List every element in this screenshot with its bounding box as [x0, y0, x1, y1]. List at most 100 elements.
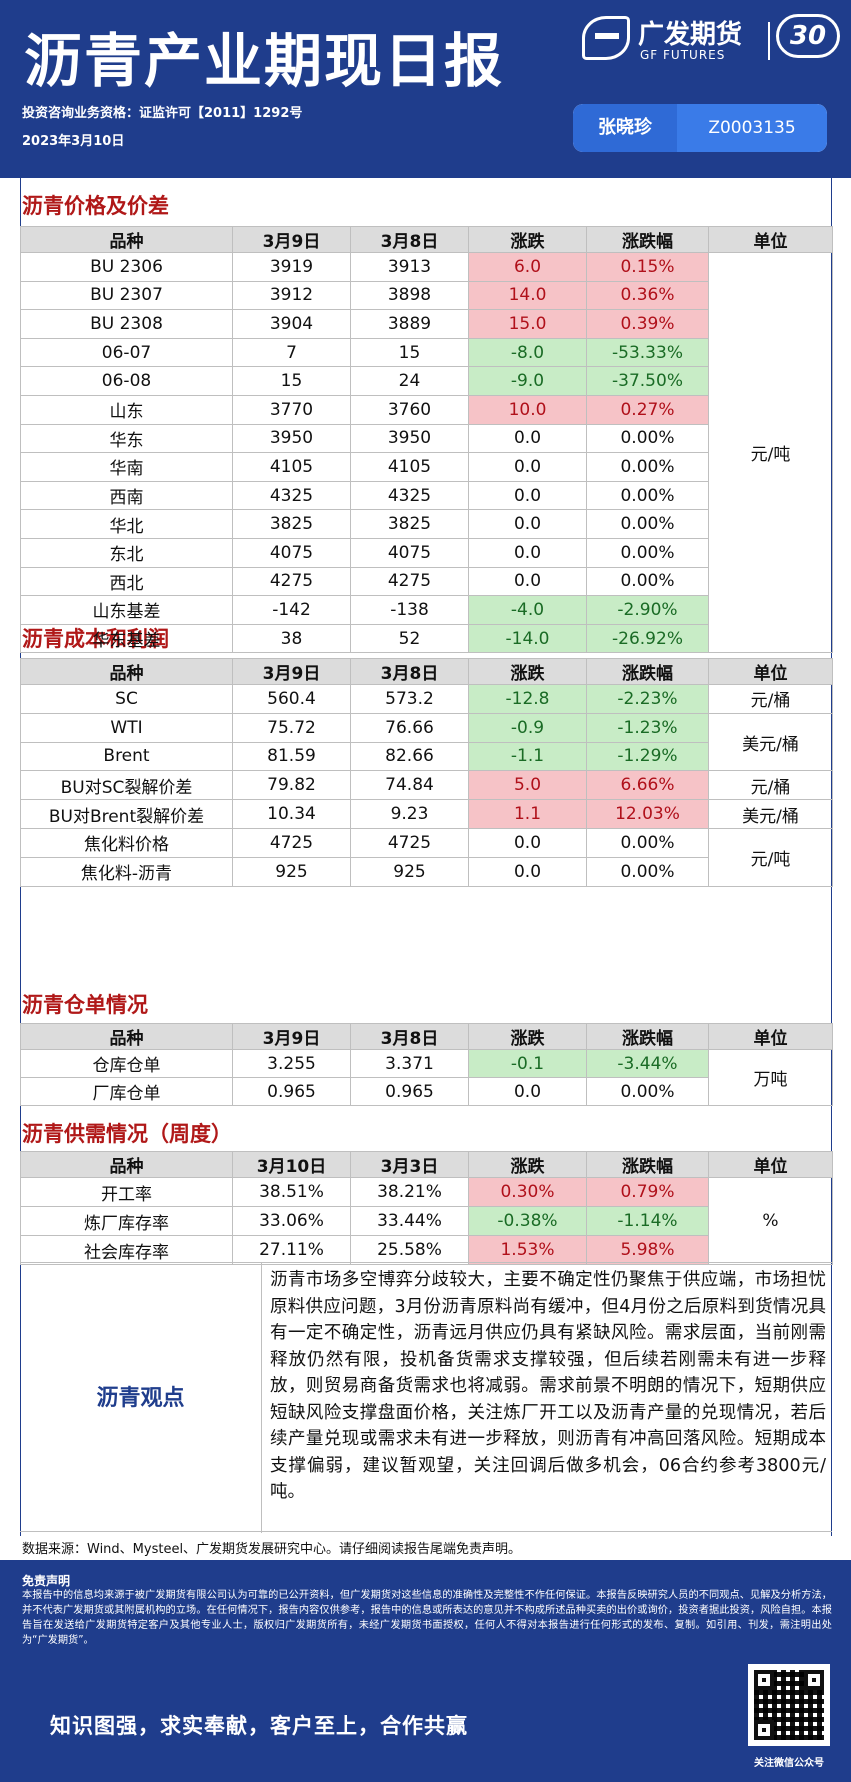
- author-box: 张晓珍 Z0003135: [573, 104, 827, 152]
- opinion-label: 沥青观点: [20, 1263, 262, 1533]
- value-current: 33.06%: [232, 1206, 351, 1236]
- table-row: 华东 3950 3950 0.0 0.00%: [20, 423, 833, 454]
- table-row: BU 2306 3919 3913 6.0 0.15% 元/吨: [20, 251, 833, 654]
- unit-cell: %: [708, 1177, 833, 1265]
- change-percent: 0.00%: [586, 509, 709, 539]
- value-current: 3919: [232, 252, 351, 282]
- data-source-note: 数据来源：Wind、Mysteel、广发期货发展研究中心。请仔细阅读报告尾端免责…: [22, 1542, 522, 1557]
- item-name: BU 2306: [20, 252, 233, 282]
- change-percent: 0.15%: [586, 252, 709, 282]
- change-value: 0.0: [468, 452, 587, 482]
- change-percent: 0.00%: [586, 827, 709, 858]
- change-percent: -1.23%: [586, 712, 709, 743]
- section-title-price: 沥青价格及价差: [22, 194, 169, 218]
- change-value: -4.0: [468, 595, 587, 625]
- column-header: 品种: [20, 1023, 233, 1050]
- value-previous: 9.23: [350, 799, 469, 829]
- column-header: 涨跌: [468, 1023, 587, 1050]
- value-current: 27.11%: [232, 1235, 351, 1265]
- change-value: 6.0: [468, 252, 587, 282]
- item-name: 华南: [20, 452, 233, 482]
- change-value: 10.0: [468, 394, 587, 425]
- disclaimer-text: 本报告中的信息均来源于被广发期货有限公司认为可靠的已公开资料，但广发期货对这些信…: [22, 1590, 832, 1646]
- column-header: 涨跌: [468, 1151, 587, 1178]
- value-previous: 573.2: [350, 684, 469, 714]
- table-row: 西北 4275 4275 0.0 0.00%: [20, 566, 833, 597]
- item-name: 山东: [20, 394, 233, 425]
- value-previous: 3913: [350, 252, 469, 282]
- value-previous: 3898: [350, 280, 469, 311]
- change-value: -8.0: [468, 337, 587, 368]
- value-previous: 38.21%: [350, 1177, 469, 1207]
- table-row: 厂库仓单 0.965 0.965 0.0 0.00%: [20, 1077, 833, 1106]
- value-current: 4725: [232, 827, 351, 858]
- value-current: 0.965: [232, 1077, 351, 1106]
- item-name: WTI: [20, 712, 233, 743]
- change-percent: -37.50%: [586, 366, 709, 396]
- column-header: 品种: [20, 1151, 233, 1178]
- value-previous: 3.371: [350, 1049, 469, 1078]
- value-current: 4105: [232, 452, 351, 482]
- value-previous: 3889: [350, 309, 469, 339]
- change-percent: 12.03%: [586, 799, 709, 829]
- change-percent: -2.23%: [586, 684, 709, 714]
- column-header: 3月9日: [232, 226, 351, 253]
- item-name: 开工率: [20, 1177, 233, 1207]
- value-previous: 24: [350, 366, 469, 396]
- table-row: 开工率 38.51% 38.21% 0.30% 0.79%%: [20, 1177, 833, 1265]
- table-header-row: 品种 3月9日 3月8日 涨跌 涨跌幅 单位: [20, 1023, 833, 1050]
- table-header-row: 品种 3月10日 3月3日 涨跌 涨跌幅 单位: [20, 1151, 833, 1178]
- change-value: -12.8: [468, 684, 587, 714]
- change-value: -1.1: [468, 741, 587, 772]
- value-previous: 52: [350, 623, 469, 654]
- report-header: 沥青产业期现日报 广发期货 GF FUTURES 30 投资咨询业务资格：证监许…: [0, 0, 851, 178]
- table-header-row: 品种 3月9日 3月8日 涨跌 涨跌幅 单位: [20, 658, 833, 685]
- change-value: 14.0: [468, 280, 587, 311]
- opinion-box: 沥青观点 沥青市场多空博弈分歧较大，主要不确定性仍聚焦于供应端，市场担忧原料供应…: [20, 1262, 832, 1533]
- value-current: 79.82: [232, 770, 351, 801]
- qr-code-icon[interactable]: [748, 1664, 830, 1746]
- value-current: 4075: [232, 537, 351, 568]
- column-header: 涨跌幅: [586, 226, 709, 253]
- change-percent: 0.00%: [586, 480, 709, 511]
- unit-cell: 美元/桶: [708, 799, 833, 829]
- unit-cell: 元/桶: [708, 684, 833, 714]
- logo-divider: [768, 22, 770, 60]
- table-row: WTI 75.72 76.66 -0.9 -1.23% 美元/桶: [20, 712, 833, 772]
- value-current: 75.72: [232, 712, 351, 743]
- change-percent: -3.44%: [586, 1049, 709, 1078]
- change-percent: 0.00%: [586, 537, 709, 568]
- item-name: 社会库存率: [20, 1235, 233, 1265]
- table-row: Brent 81.59 82.66 -1.1 -1.29%: [20, 741, 833, 772]
- value-current: 81.59: [232, 741, 351, 772]
- value-current: 7: [232, 337, 351, 368]
- unit-cell: 元/吨: [708, 251, 833, 654]
- item-name: 厂库仓单: [20, 1077, 233, 1106]
- table-row: 华北 3825 3825 0.0 0.00%: [20, 509, 833, 539]
- change-percent: 0.00%: [586, 452, 709, 482]
- change-percent: 0.00%: [586, 423, 709, 454]
- change-value: -0.1: [468, 1049, 587, 1078]
- author-name: 张晓珍: [573, 104, 677, 152]
- value-current: 3912: [232, 280, 351, 311]
- change-value: 0.0: [468, 480, 587, 511]
- value-current: 38: [232, 623, 351, 654]
- column-header: 涨跌幅: [586, 1151, 709, 1178]
- item-name: 华东: [20, 423, 233, 454]
- change-value: 1.53%: [468, 1235, 587, 1265]
- change-value: 5.0: [468, 770, 587, 801]
- change-percent: -26.92%: [586, 623, 709, 654]
- table-row: 华南 4105 4105 0.0 0.00%: [20, 452, 833, 482]
- logo-en-text: GF FUTURES: [640, 48, 726, 62]
- table-row: 山东基差 -142 -138 -4.0 -2.90%: [20, 595, 833, 625]
- value-current: 4325: [232, 480, 351, 511]
- column-header: 品种: [20, 658, 233, 685]
- value-previous: 15: [350, 337, 469, 368]
- value-previous: 25.58%: [350, 1235, 469, 1265]
- change-percent: 6.66%: [586, 770, 709, 801]
- item-name: BU对Brent裂解价差: [20, 799, 233, 829]
- value-previous: -138: [350, 595, 469, 625]
- change-percent: 0.00%: [586, 1077, 709, 1106]
- column-header: 涨跌幅: [586, 658, 709, 685]
- anniversary-badge: 30: [776, 14, 840, 58]
